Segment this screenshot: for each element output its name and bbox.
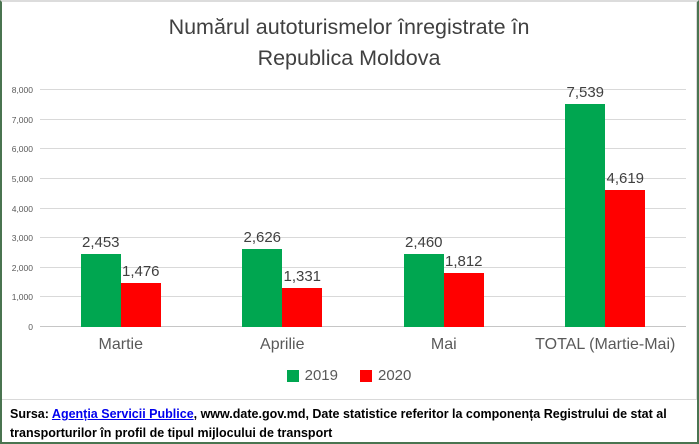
category-label: Mai [430,336,457,353]
source-note: Sursa: Agenția Servicii Publice, www.dat… [2,401,697,442]
source-prefix: Sursa: [10,407,52,421]
gridline [40,326,686,327]
category-label: Martie [98,336,143,353]
y-axis-tick-label: 7,000 [11,114,33,125]
bar-2020: 4,619 [605,170,646,327]
gridline [40,118,686,120]
data-label-2020: 1,812 [444,253,483,271]
legend-swatch-2020 [360,369,372,382]
data-label-2020: 1,331 [283,267,322,285]
y-axis-tick-label: 8,000 [11,85,33,95]
bar-group: 2,626 1,331 [202,90,364,327]
source-rest: , www.date.gov.md, Date statistice refer… [10,407,667,440]
bar-group: 2,453 1,476 [40,90,202,327]
bar-group: 2,460 1,812 [363,90,525,327]
gridline [40,237,686,239]
bar-groups: 2,453 1,476 2,626 1,331 2,460 1,812 7,539 4,619 [40,84,687,327]
bar-group: 7,539 4,619 [525,84,687,327]
gridline [40,148,686,150]
bar-2019: 2,626 [242,229,283,327]
y-axis-tick-label: 4,000 [11,203,33,214]
gridline [40,296,686,298]
data-label-2019: 2,626 [243,229,282,247]
y-axis-tick-label: 6,000 [11,144,33,155]
data-label-2019: 2,460 [404,234,443,252]
y-axis-tick-label: 5,000 [11,173,33,184]
y-axis-tick-label: 2,000 [11,262,33,273]
plot-area: 0 1,000 2,000 3,000 4,000 5,000 6,000 7,000 8,00… [12,84,687,332]
data-label-2020: 1,476 [121,263,160,281]
gridline [40,89,686,90]
bar-2020: 1,812 [443,253,484,327]
gridline [40,266,686,268]
legend-item-2020: 2020 [360,367,411,384]
y-axis-tick-label: 3,000 [11,233,33,244]
data-label-2019: 2,453 [81,234,120,252]
bar-2019: 2,460 [403,234,444,327]
y-axis-tick-label: 0 [28,322,33,332]
legend-item-2019: 2019 [286,367,338,384]
chart-frame: Numărul autoturismelor înregistrate în R… [2,2,697,400]
gridline [40,207,686,209]
legend: 2019 2020 [2,367,696,384]
bar-2019: 7,539 [565,84,606,327]
legend-label-2020: 2020 [378,367,412,384]
chart-title-line-1: Numărul autoturismelor înregistrate în [168,15,530,39]
bar-2019: 2,453 [80,234,121,327]
legend-swatch-2019 [286,369,299,382]
category-label: TOTAL (Martie-Mai) [535,336,676,353]
bar-2020: 1,331 [282,268,323,327]
chart-title: Numărul autoturismelor înregistrate în R… [2,12,696,74]
source-link[interactable]: Agenția Servicii Publice [51,407,194,421]
category-label: Aprilie [260,336,305,353]
gridline [40,177,686,179]
bar-2020: 1,476 [120,263,161,327]
legend-label-2019: 2019 [304,367,338,384]
category-axis: Martie Aprilie Mai TOTAL (Martie-Mai) [40,336,686,354]
data-label-2019: 7,539 [566,83,605,101]
data-label-2020: 4,619 [606,170,645,188]
chart-title-line-2: Republica Moldova [257,46,441,70]
y-axis-tick-label: 1,000 [11,292,33,303]
